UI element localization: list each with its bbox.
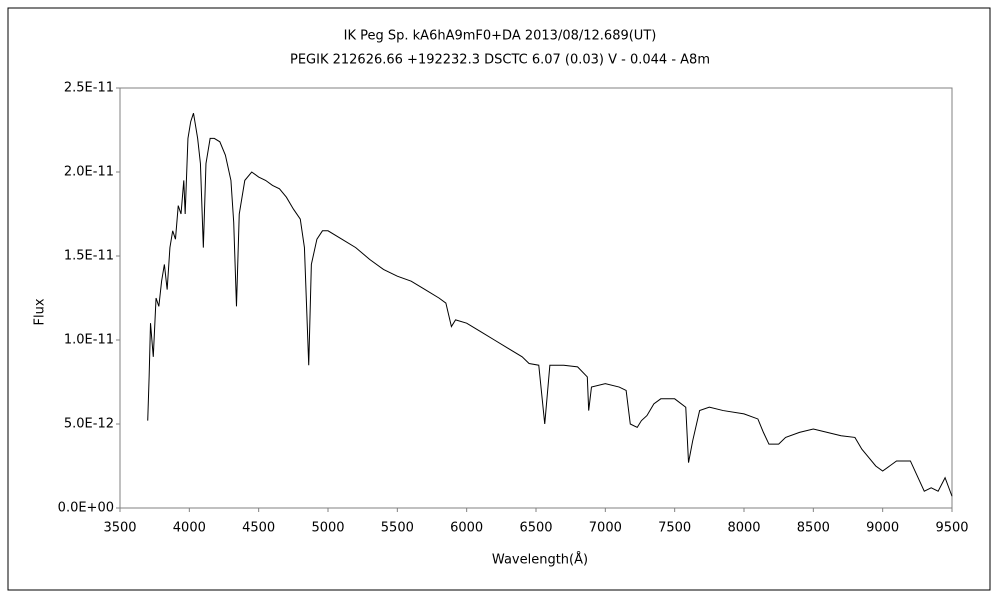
x-tick-label: 6000 [450, 521, 483, 536]
chart-title: IK Peg Sp. kA6hA9mF0+DA 2013/08/12.689(U… [344, 29, 657, 44]
y-tick-label: 1.5E-11 [64, 249, 114, 264]
x-tick-label: 7000 [589, 521, 622, 536]
x-tick-label: 5500 [381, 521, 414, 536]
chart-subtitle: PEGIK 212626.66 +192232.3 DSCTC 6.07 (0.… [290, 53, 710, 68]
y-tick-label: 5.0E-12 [64, 417, 114, 432]
x-tick-label: 9500 [935, 521, 968, 536]
x-tick-label: 3500 [103, 521, 136, 536]
y-axis-label: Flux [33, 298, 48, 325]
x-tick-label: 5000 [311, 521, 344, 536]
y-tick-label: 0.0E+00 [58, 501, 114, 516]
x-tick-label: 8000 [727, 521, 760, 536]
x-tick-label: 4500 [242, 521, 275, 536]
x-tick-label: 9000 [866, 521, 899, 536]
y-tick-label: 2.5E-11 [64, 81, 114, 96]
x-axis-label: Wavelength(Å) [492, 552, 588, 568]
x-tick-label: 7500 [658, 521, 691, 536]
x-tick-label: 8500 [797, 521, 830, 536]
x-tick-label: 6500 [519, 521, 552, 536]
x-tick-label: 4000 [173, 521, 206, 536]
spectrum-line [147, 113, 953, 497]
frame [7, 7, 991, 591]
y-tick-label: 1.0E-11 [64, 333, 114, 348]
y-tick-label: 2.0E-11 [64, 165, 114, 180]
